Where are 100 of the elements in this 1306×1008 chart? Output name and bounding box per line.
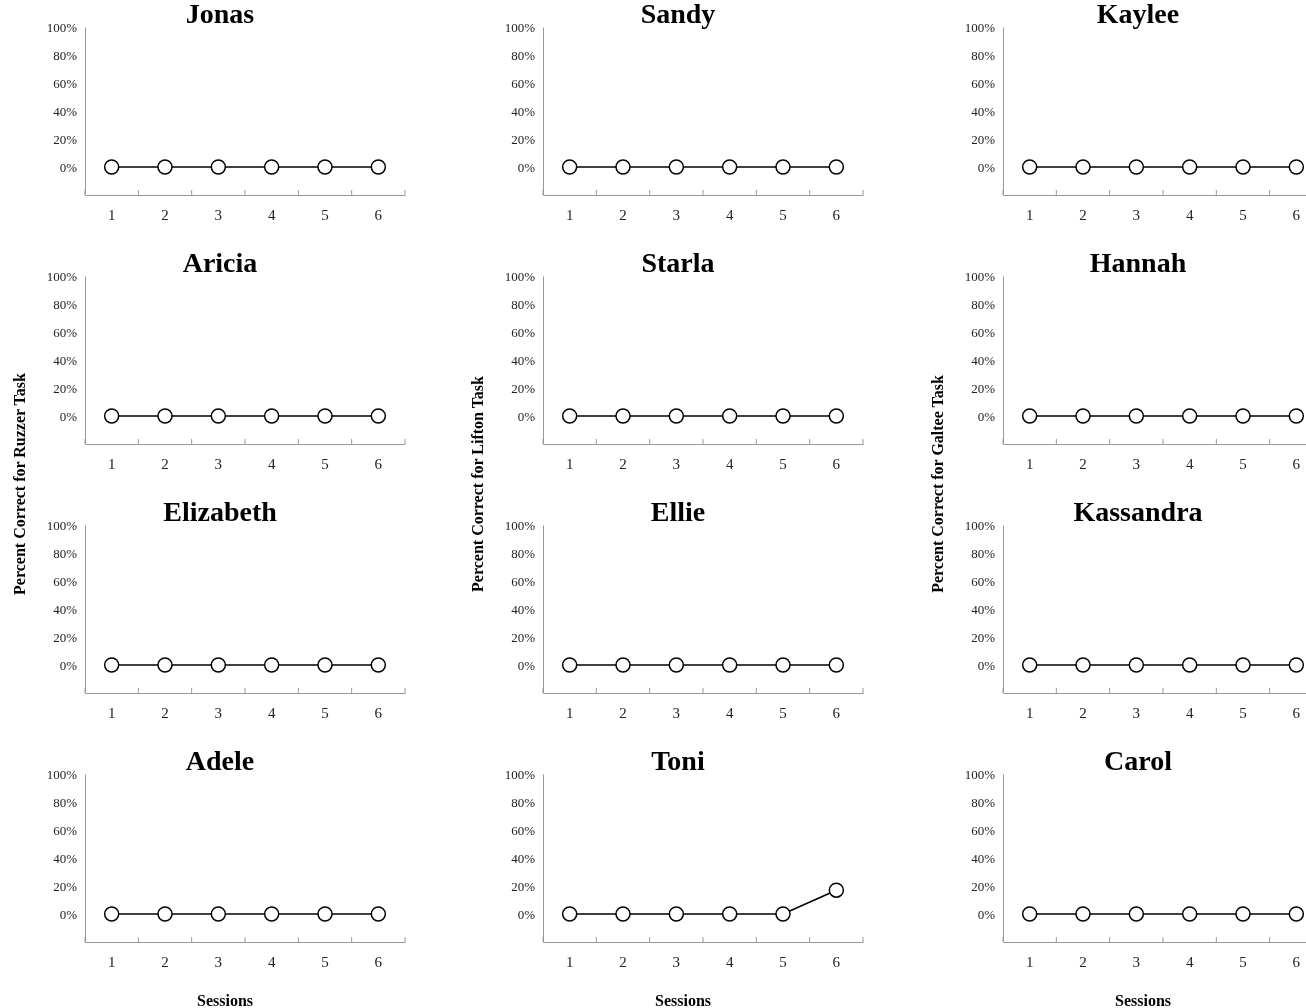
x-tick-label: 1 bbox=[565, 953, 574, 970]
y-tick-label: 40% bbox=[511, 104, 536, 119]
x-tick-label: 2 bbox=[161, 455, 169, 472]
y-tick-label: 40% bbox=[511, 353, 536, 368]
y-tick-label: 40% bbox=[53, 104, 78, 119]
y-tick-label: 60% bbox=[971, 76, 996, 91]
y-tick-label: 40% bbox=[971, 602, 996, 617]
x-tick-label: 3 bbox=[672, 455, 681, 472]
y-tick-label: 60% bbox=[53, 76, 78, 91]
y-tick-label: 100% bbox=[46, 269, 78, 284]
x-tick-label: 1 bbox=[107, 455, 116, 472]
chart-title: Aricia bbox=[182, 247, 258, 278]
x-tick-label: 6 bbox=[374, 455, 383, 472]
x-tick-label: 1 bbox=[107, 704, 116, 721]
y-tick-label: 40% bbox=[971, 104, 996, 119]
x-tick-label: 1 bbox=[565, 455, 574, 472]
y-tick-label: 80% bbox=[511, 48, 536, 63]
x-tick-label: 3 bbox=[1132, 206, 1141, 223]
y-tick-label: 80% bbox=[971, 546, 996, 561]
y-tick-label: 60% bbox=[53, 574, 78, 589]
x-tick-label: 4 bbox=[1185, 704, 1194, 721]
y-tick-label: 60% bbox=[53, 823, 78, 838]
x-tick-label: 4 bbox=[725, 953, 734, 970]
y-tick-label: 60% bbox=[511, 76, 536, 91]
chart-title: Elizabeth bbox=[163, 496, 278, 527]
x-tick-label: 6 bbox=[374, 953, 383, 970]
y-tick-label: 40% bbox=[53, 353, 78, 368]
y-tick-label: 100% bbox=[504, 518, 536, 533]
x-tick-label: 4 bbox=[1185, 953, 1194, 970]
x-tick-label: 2 bbox=[619, 704, 627, 721]
y-tick-label: 80% bbox=[53, 297, 78, 312]
x-tick-label: 3 bbox=[672, 704, 681, 721]
x-tick-label: 4 bbox=[725, 206, 734, 223]
x-tick-label: 2 bbox=[161, 704, 169, 721]
y-tick-label: 100% bbox=[964, 269, 996, 284]
x-tick-label: 3 bbox=[214, 206, 223, 223]
x-tick-label: 2 bbox=[1079, 953, 1087, 970]
x-tick-label: 4 bbox=[267, 206, 276, 223]
y-tick-label: 100% bbox=[964, 767, 996, 782]
y-tick-label: 80% bbox=[53, 546, 78, 561]
y-tick-label: 60% bbox=[53, 325, 78, 340]
x-tick-label: 1 bbox=[1025, 704, 1034, 721]
x-tick-label: 4 bbox=[725, 455, 734, 472]
y-tick-label: 0% bbox=[977, 907, 996, 922]
y-tick-label: 20% bbox=[53, 879, 78, 894]
x-tick-label: 2 bbox=[619, 953, 627, 970]
x-tick-label: 2 bbox=[161, 206, 169, 223]
x-tick-label: 3 bbox=[672, 953, 681, 970]
y-tick-label: 0% bbox=[517, 658, 536, 673]
y-tick-label: 60% bbox=[971, 325, 996, 340]
x-tick-label: 6 bbox=[832, 704, 841, 721]
y-tick-label: 20% bbox=[511, 630, 536, 645]
x-tick-label: 4 bbox=[267, 704, 276, 721]
x-tick-label: 2 bbox=[1079, 206, 1087, 223]
x-tick-label: 4 bbox=[1185, 206, 1194, 223]
x-tick-label: 3 bbox=[1132, 953, 1141, 970]
y-tick-label: 40% bbox=[511, 851, 536, 866]
x-tick-label: 6 bbox=[1292, 206, 1301, 223]
chart-title: Toni bbox=[651, 745, 705, 776]
x-tick-label: 6 bbox=[1292, 455, 1301, 472]
chart-title: Carol bbox=[1104, 745, 1173, 776]
y-tick-label: 20% bbox=[971, 381, 996, 396]
x-tick-label: 6 bbox=[1292, 704, 1301, 721]
y-axis-title: Percent Correct for Galtee Task bbox=[929, 375, 946, 593]
x-tick-label: 5 bbox=[779, 953, 787, 970]
y-tick-label: 20% bbox=[511, 381, 536, 396]
y-tick-label: 80% bbox=[511, 546, 536, 561]
y-tick-label: 0% bbox=[59, 160, 78, 175]
x-tick-label: 6 bbox=[832, 455, 841, 472]
x-tick-label: 3 bbox=[214, 953, 223, 970]
x-tick-label: 5 bbox=[779, 455, 787, 472]
y-tick-label: 60% bbox=[511, 823, 536, 838]
y-tick-label: 40% bbox=[971, 851, 996, 866]
y-tick-label: 100% bbox=[504, 767, 536, 782]
chart-title: Kaylee bbox=[1096, 0, 1180, 29]
y-tick-label: 100% bbox=[964, 518, 996, 533]
y-tick-label: 80% bbox=[53, 48, 78, 63]
x-tick-label: 6 bbox=[832, 206, 841, 223]
y-tick-label: 0% bbox=[517, 160, 536, 175]
x-tick-label: 2 bbox=[1079, 455, 1087, 472]
x-tick-label: 3 bbox=[214, 704, 223, 721]
x-tick-label: 5 bbox=[321, 953, 329, 970]
y-tick-label: 0% bbox=[977, 658, 996, 673]
chart-title: Starla bbox=[641, 247, 715, 278]
y-tick-label: 20% bbox=[53, 132, 78, 147]
y-tick-label: 100% bbox=[504, 20, 536, 35]
y-tick-label: 100% bbox=[964, 20, 996, 35]
y-tick-label: 40% bbox=[511, 602, 536, 617]
y-tick-label: 100% bbox=[46, 767, 78, 782]
chart-title: Sandy bbox=[640, 0, 716, 29]
y-tick-label: 0% bbox=[517, 409, 536, 424]
y-tick-label: 0% bbox=[977, 409, 996, 424]
y-tick-label: 80% bbox=[53, 795, 78, 810]
y-tick-label: 20% bbox=[511, 132, 536, 147]
chart-title: Kassandra bbox=[1073, 496, 1203, 527]
y-tick-label: 100% bbox=[46, 518, 78, 533]
y-tick-label: 20% bbox=[971, 630, 996, 645]
y-tick-label: 60% bbox=[971, 823, 996, 838]
x-tick-label: 3 bbox=[672, 206, 681, 223]
x-tick-label: 5 bbox=[321, 455, 329, 472]
